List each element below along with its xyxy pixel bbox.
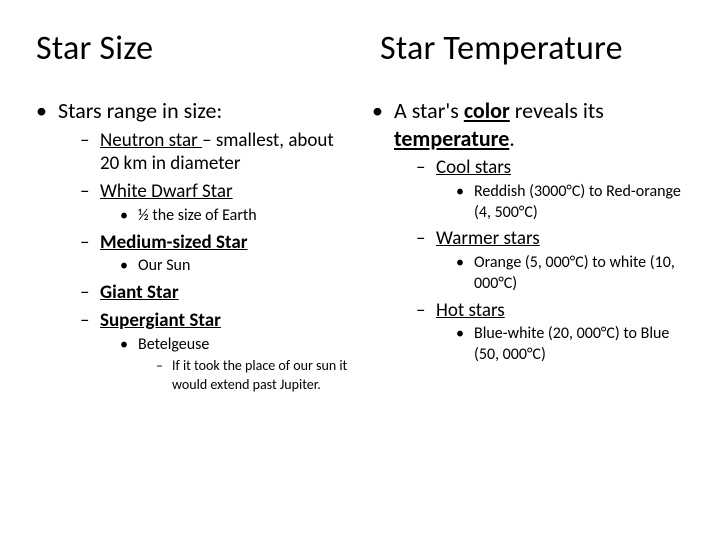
medium-item: Medium-sized Star Our Sun xyxy=(80,231,348,278)
whitedwarf-label: White Dwarf Star xyxy=(100,180,233,203)
right-main-temp: temperature xyxy=(394,125,509,152)
right-column: Star Temperature A star's color reveals … xyxy=(372,28,684,512)
whitedwarf-sublist: ½ the size of Earth xyxy=(100,206,348,227)
supergiant-sub: Betelgeuse If it took the place of our s… xyxy=(120,335,348,394)
supergiant-sub-text: Betelgeuse xyxy=(138,335,209,354)
supergiant-item: Supergiant Star Betelgeuse If it took th… xyxy=(80,309,348,394)
right-main-color: color xyxy=(464,97,510,124)
supergiant-label: Supergiant Star xyxy=(100,309,221,332)
left-heading: Star Size xyxy=(36,28,348,69)
cool-label: Cool stars xyxy=(436,156,511,179)
right-main-post: . xyxy=(509,125,515,152)
cool-sub: Reddish (3000°C) to Red-orange (4, 500°C… xyxy=(456,182,684,224)
cool-item: Cool stars Reddish (3000°C) to Red-orang… xyxy=(416,156,684,223)
cool-sublist: Reddish (3000°C) to Red-orange (4, 500°C… xyxy=(436,182,684,224)
right-sublist: Cool stars Reddish (3000°C) to Red-orang… xyxy=(394,156,684,366)
whitedwarf-item: White Dwarf Star ½ the size of Earth xyxy=(80,180,348,227)
left-sublist: Neutron star – smallest, about 20 km in … xyxy=(58,129,348,394)
hot-sublist: Blue-white (20, 000°C) to Blue (50, 000°… xyxy=(436,324,684,366)
neutron-label: Neutron star xyxy=(100,129,202,152)
supergiant-sub2: If it took the place of our sun it would… xyxy=(156,357,348,393)
warmer-sub: Orange (5, 000°C) to white (10, 000°C) xyxy=(456,253,684,295)
whitedwarf-sub: ½ the size of Earth xyxy=(120,206,348,227)
left-main-list: Stars range in size: Neutron star – smal… xyxy=(36,97,348,394)
medium-sublist: Our Sun xyxy=(100,256,348,277)
hot-label: Hot stars xyxy=(436,299,505,322)
supergiant-sublist: Betelgeuse If it took the place of our s… xyxy=(100,335,348,394)
hot-sub: Blue-white (20, 000°C) to Blue (50, 000°… xyxy=(456,324,684,366)
medium-sub: Our Sun xyxy=(120,256,348,277)
medium-label: Medium-sized Star xyxy=(100,231,248,254)
left-main-item: Stars range in size: Neutron star – smal… xyxy=(36,97,348,394)
right-main-item: A star's color reveals its temperature. … xyxy=(372,97,684,366)
left-column: Star Size Stars range in size: Neutron s… xyxy=(36,28,348,512)
giant-item: Giant Star xyxy=(80,281,348,305)
warmer-item: Warmer stars Orange (5, 000°C) to white … xyxy=(416,227,684,294)
warmer-sublist: Orange (5, 000°C) to white (10, 000°C) xyxy=(436,253,684,295)
right-main-mid: reveals its xyxy=(510,97,604,124)
right-heading: Star Temperature xyxy=(380,28,684,69)
left-main-text: Stars range in size: xyxy=(58,97,222,124)
hot-item: Hot stars Blue-white (20, 000°C) to Blue… xyxy=(416,299,684,366)
giant-label: Giant Star xyxy=(100,281,179,304)
supergiant-sublist2: If it took the place of our sun it would… xyxy=(138,357,348,393)
right-main-pre: A star's xyxy=(394,97,464,124)
neutron-item: Neutron star – smallest, about 20 km in … xyxy=(80,129,348,177)
right-main-list: A star's color reveals its temperature. … xyxy=(372,97,684,366)
warmer-label: Warmer stars xyxy=(436,227,540,250)
